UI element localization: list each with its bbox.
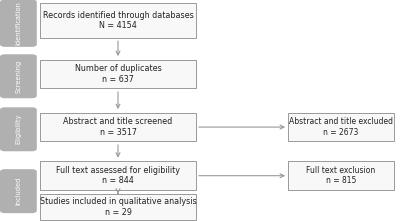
FancyBboxPatch shape — [0, 107, 37, 151]
FancyBboxPatch shape — [40, 161, 196, 190]
Text: Abstract and title excluded
n = 2673: Abstract and title excluded n = 2673 — [289, 117, 393, 137]
FancyBboxPatch shape — [0, 54, 37, 98]
FancyBboxPatch shape — [0, 169, 37, 213]
Text: Records identified through databases
N = 4154: Records identified through databases N =… — [43, 11, 193, 30]
Text: Full text assessed for eligibility
n = 844: Full text assessed for eligibility n = 8… — [56, 166, 180, 185]
Text: Number of duplicates
n = 637: Number of duplicates n = 637 — [75, 64, 161, 84]
Text: Eligibility: Eligibility — [15, 114, 22, 145]
FancyBboxPatch shape — [40, 3, 196, 38]
FancyBboxPatch shape — [288, 113, 394, 141]
Text: Abstract and title screened
n = 3517: Abstract and title screened n = 3517 — [63, 117, 173, 137]
Text: Included: Included — [15, 177, 22, 205]
FancyBboxPatch shape — [40, 194, 196, 220]
FancyBboxPatch shape — [40, 60, 196, 88]
FancyBboxPatch shape — [288, 161, 394, 190]
Text: Identification: Identification — [15, 1, 22, 45]
FancyBboxPatch shape — [0, 0, 37, 47]
Text: Screening: Screening — [15, 60, 22, 93]
Text: Studies included in qualitative analysis
n = 29: Studies included in qualitative analysis… — [40, 198, 196, 217]
Text: Full text exclusion
n = 815: Full text exclusion n = 815 — [306, 166, 376, 185]
FancyBboxPatch shape — [40, 113, 196, 141]
